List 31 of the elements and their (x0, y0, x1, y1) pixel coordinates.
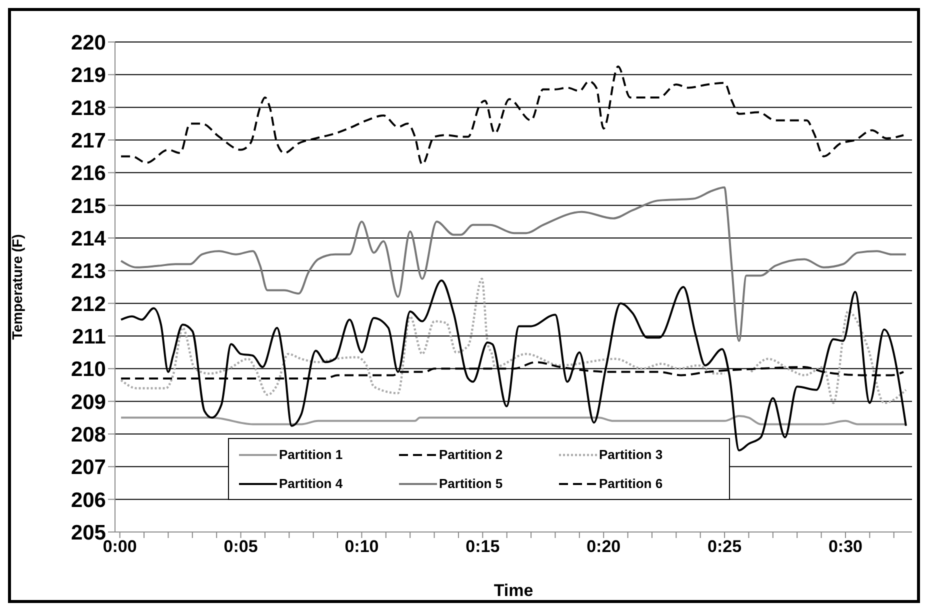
y-tick-label: 210 (70, 358, 106, 382)
y-tick-label: 217 (70, 129, 106, 152)
y-tick-label: 213 (70, 260, 106, 284)
y-tick-label: 215 (70, 194, 106, 218)
legend-label: Partition 3 (599, 447, 663, 462)
y-tick-label: 220 (70, 31, 106, 54)
x-tick-label: 0:30 (828, 537, 862, 556)
y-tick-label: 218 (70, 96, 106, 120)
legend-label: Partition 1 (279, 447, 343, 462)
y-tick-label: 219 (70, 64, 106, 88)
y-tick-label: 214 (70, 227, 106, 250)
x-tick-label: 0:10 (344, 537, 379, 556)
y-tick-label: 211 (72, 325, 106, 348)
y-tick-label: 208 (70, 423, 106, 446)
line-series (120, 186, 907, 342)
y-tick-label: 209 (70, 390, 106, 414)
y-tick-label: 216 (70, 162, 106, 186)
y-axis-title: Temperature (F) (8, 234, 25, 340)
x-tick-label: 0:15 (466, 537, 500, 556)
x-axis-title: Time (494, 581, 534, 600)
legend-label: Partition 6 (599, 476, 663, 491)
x-tick-label: 0:05 (224, 537, 258, 556)
y-tick-label: 206 (70, 488, 106, 512)
x-tick-label: 0:20 (586, 537, 621, 556)
y-tick-label: 212 (70, 292, 106, 316)
line-series (120, 415, 907, 426)
x-tick-label: 0:25 (708, 537, 742, 556)
legend-label: Partition 4 (279, 476, 343, 491)
y-tick-label: 207 (70, 456, 106, 480)
legend-label: Partition 2 (439, 447, 503, 462)
legend-label: Partition 5 (439, 476, 503, 491)
